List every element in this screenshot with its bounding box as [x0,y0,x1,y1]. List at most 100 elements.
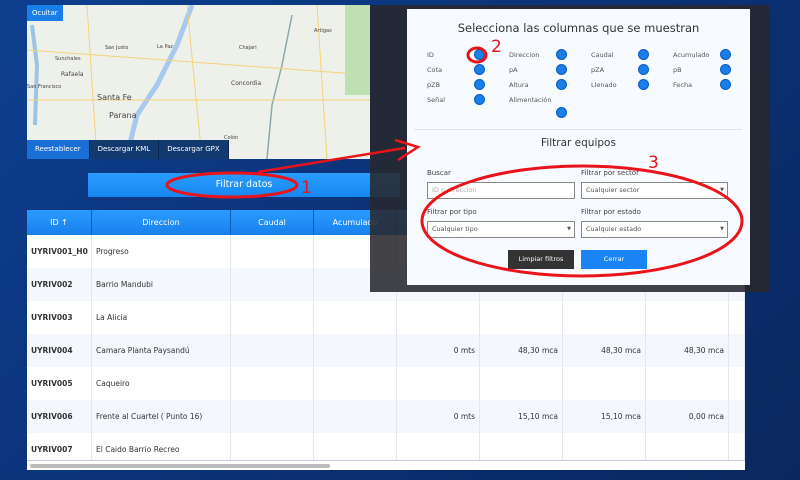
map-label: Chajari [239,45,257,51]
column-toggle-fecha[interactable] [720,79,731,90]
type-select[interactable]: Cualquier tipo ▼ [427,221,575,238]
download-kml-button[interactable]: Descargar KML [89,140,160,159]
column-toggle-label: Acumulado [673,51,710,59]
table-cell [397,367,480,400]
table-row[interactable]: UYRIV005 Caqueiro [27,367,745,400]
column-toggle-label: pZB [427,81,441,89]
map-label: Artigas [314,28,332,34]
table-row[interactable]: UYRIV006 Frente al Cuartel ( Punto 16) 0 m… [27,400,745,433]
table-cell: UYRIV007 [27,433,92,466]
table-cell: Frente al Cuartel ( Punto 16) [92,400,231,433]
table-cell: UYRIV003 [27,301,92,334]
table-cell [729,367,745,400]
column-toggle-label: pB [673,66,682,74]
table-cell [563,433,646,466]
column-toggle-alimentación[interactable] [556,107,567,118]
sector-select[interactable]: Cualquier sector ▼ [581,182,728,199]
dropdown-arrow-icon: ▼ [720,187,724,193]
column-toggle-label: Caudal [591,51,614,59]
table-cell [314,367,397,400]
table-cell: 48,30 mca [480,334,563,367]
hide-map-button[interactable]: Ocultar [27,5,63,21]
table-cell [729,433,745,466]
column-toggle-label: Fecha [673,81,693,89]
clear-filters-button[interactable]: Limpiar filtros [508,250,574,269]
search-input[interactable]: ID o direccion [427,182,575,199]
column-toggle-caudal[interactable] [638,49,649,60]
table-cell [231,235,314,268]
table-cell: 0 mts [397,334,480,367]
map-label: Colón [224,135,239,141]
column-toggle-label: Altura [509,81,529,89]
state-value: Cualquier estado [586,225,642,233]
table-cell [729,400,745,433]
column-header-caudal[interactable]: Caudal [231,210,314,235]
divider [414,129,742,130]
map-label: San Francisco [27,84,62,90]
table-row[interactable]: UYRIV004 Camara Planta Paysandú 0 mts 48,30… [27,334,745,367]
column-toggle-pa[interactable] [556,64,567,75]
table-cell [729,334,745,367]
column-toggle-pzb[interactable] [474,79,485,90]
map-label: Parana [109,111,137,120]
map-label: Santa Fe [97,93,132,102]
column-header-direccion[interactable]: Direccion [92,210,231,235]
table-cell: 0 mts [397,400,480,433]
filter-title: Filtrar equipos [541,137,616,149]
table-cell: UYRIV002 [27,268,92,301]
table-cell [480,367,563,400]
table-cell [480,433,563,466]
download-gpx-button[interactable]: Descargar GPX [159,140,229,159]
column-header-id[interactable]: ID ↑ [27,210,92,235]
table-cell: Camara Planta Paysandú [92,334,231,367]
table-cell: La Alicia [92,301,231,334]
state-select[interactable]: Cualquier estado ▼ [581,221,728,238]
table-cell: UYRIV005 [27,367,92,400]
table-row[interactable]: UYRIV007 El Caido Barrio Recreo [27,433,745,466]
column-toggle-acumulado[interactable] [720,49,731,60]
column-toggle-señal[interactable] [474,94,485,105]
map-label: Concordia [231,80,262,87]
table-row[interactable]: UYRIV003 La Alicia [27,301,745,334]
table-cell: 48,30 mca [646,334,729,367]
table-cell [314,400,397,433]
table-cell: 15,10 mca [563,400,646,433]
column-toggle-label: pZA [591,66,605,74]
column-toggle-label: pA [509,66,518,74]
column-toggle-pb[interactable] [720,64,731,75]
column-toggle-cota[interactable] [474,64,485,75]
table-cell [231,301,314,334]
map-label: La Paz [157,44,173,50]
table-cell: 48,30 mca [563,334,646,367]
map-label: Rafaela [61,71,84,78]
table-cell [480,301,563,334]
column-toggle-id[interactable] [474,49,485,60]
map-roads [27,5,370,159]
type-label: Filtrar por tipo [427,208,477,216]
scrollbar-thumb[interactable] [30,464,330,468]
reset-button[interactable]: Reestablecer [27,140,90,159]
close-button[interactable]: Cerrar [581,250,647,269]
horizontal-scrollbar[interactable] [27,460,745,470]
column-toggle-label: Llenado [591,81,617,89]
table-cell [231,334,314,367]
column-toggle-pza[interactable] [638,64,649,75]
columns-title: Selecciona las columnas que se muestran [457,21,700,35]
column-toggle-label: Señal [427,96,446,104]
table-cell: 15,10 mca [480,400,563,433]
table-cell [646,433,729,466]
table-cell: El Caido Barrio Recreo [92,433,231,466]
search-label: Buscar [427,169,451,177]
table-cell [231,433,314,466]
table-cell [646,367,729,400]
table-cell [314,433,397,466]
table-cell [563,301,646,334]
table-cell [646,301,729,334]
column-toggle-direccion[interactable] [556,49,567,60]
column-toggle-label: ID [427,51,434,59]
table-cell [231,367,314,400]
column-toggle-llenado[interactable] [638,79,649,90]
filter-data-button[interactable]: Filtrar datos [88,173,400,197]
map[interactable]: Santa Fe Parana Rafaela San Justo Suncha… [27,5,370,159]
column-toggle-altura[interactable] [556,79,567,90]
